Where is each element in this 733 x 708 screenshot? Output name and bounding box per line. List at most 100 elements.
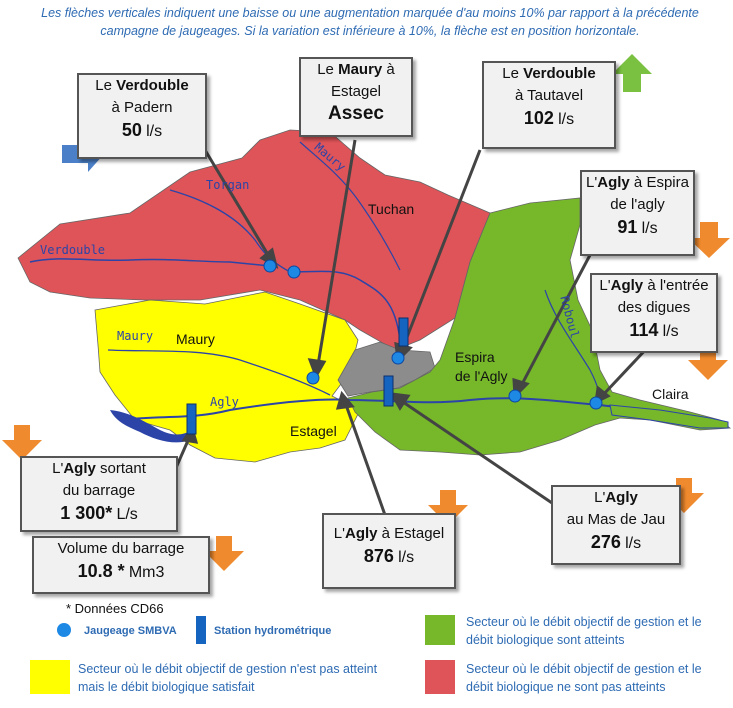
station-location: au Mas de Jau [566, 511, 666, 528]
flow-value: 876 [363, 546, 394, 566]
trend-arrow-masdejau [664, 478, 704, 513]
callout-prefix: L' [586, 174, 598, 191]
river-name: Agly [610, 277, 644, 294]
legend-station-bar [196, 616, 206, 644]
legend-swatch-yellow [30, 660, 70, 694]
flow-value: 91 [617, 217, 638, 237]
callout-middle: à l'entrée [643, 277, 709, 294]
leader-masdejau-head [389, 392, 411, 411]
trend-arrow-tautavel [612, 54, 652, 92]
trend-arrow-digues [688, 345, 728, 380]
leader-agly-estagel [343, 401, 387, 516]
station-bar-tautavel [398, 317, 409, 347]
flow-unit: l/s [558, 111, 575, 128]
jaugeage-dot-padern-2 [287, 265, 301, 279]
station-location: du barrage [62, 482, 136, 499]
place-estagel: Estagel [290, 423, 337, 439]
flow-unit: l/s [641, 220, 658, 237]
river-label-torgan: Torgan [206, 178, 250, 192]
trend-arrow-barrage [2, 425, 42, 460]
jaugeage-dot-digues [589, 396, 603, 410]
station-bar-masdejau [383, 375, 394, 407]
callout-middle: à Espira [629, 174, 689, 191]
river-maury [107, 349, 331, 396]
leader-masdejau [399, 398, 556, 507]
callout-prefix: L' [594, 489, 606, 506]
river-name: Agly [597, 174, 630, 191]
flow-unit: L/s [116, 506, 138, 523]
leader-tautavel [400, 149, 482, 351]
river-label-verdouble: Verdouble [40, 243, 106, 257]
leader-maury-estagel-head [307, 358, 327, 380]
flow-unit: l/s [625, 535, 642, 552]
jaugeage-dot-espira [508, 389, 522, 403]
callout-maury-estagel: Le Maury à Estagel Assec [299, 57, 413, 137]
station-bar-barrage [186, 403, 197, 435]
callout-agly-barrage: L'Agly sortant du barrage 1 300* L/s [20, 456, 178, 532]
river-label-agly: Agly [210, 395, 239, 409]
callout-middle: à [382, 61, 395, 78]
callout-prefix: Le [95, 77, 117, 94]
station-location: des digues [617, 299, 691, 316]
volume-unit: Mm3 [128, 564, 165, 581]
flow-value: 114 [629, 320, 659, 340]
legend-station-label: Station hydrométrique [214, 625, 332, 637]
legend-jaugeage-dot [57, 623, 71, 637]
trend-arrow-volume [204, 536, 244, 571]
callout-prefix: L' [599, 277, 611, 294]
river-name: Agly [605, 489, 638, 506]
leader-digues [600, 343, 652, 398]
river-label-maury: Maury [117, 329, 154, 343]
callout-prefix: Le [317, 61, 339, 78]
callout-agly-estagel: L'Agly à Estagel 876 l/s [322, 513, 456, 589]
flow-unit: l/s [146, 123, 163, 140]
coastal-strip [609, 404, 729, 429]
figure-caption: Les flèches verticales indiquent une bai… [41, 6, 699, 38]
callout-prefix: L' [333, 525, 345, 542]
flow-unit: l/s [398, 549, 415, 566]
callout-agly-digues: L'Agly à l'entrée des digues 114 l/s [590, 273, 718, 353]
legend-yellow-text: Secteur où le débit objectif de gestion … [78, 662, 378, 694]
river-name: Verdouble [523, 65, 596, 82]
legend-red-text: Secteur où le débit objectif de gestion … [466, 662, 702, 694]
river-name: Agly [344, 525, 378, 542]
callout-middle: sortant [95, 460, 146, 477]
callout-prefix: L' [52, 460, 64, 477]
leader-agly-estagel-head [335, 390, 355, 410]
callout-middle: à Estagel [377, 525, 445, 542]
callout-prefix: Le [502, 65, 524, 82]
river-verdouble [29, 258, 271, 267]
place-espira: Espira de l'Agly [455, 349, 508, 384]
reservoir [110, 410, 192, 443]
volume-label: Volume du barrage [57, 540, 185, 557]
station-location: à Tautavel [514, 87, 584, 104]
place-maury: Maury [176, 331, 215, 347]
callout-verdouble-padern: Le Verdouble à Padern 50 l/s [77, 73, 207, 159]
legend-swatch-red [425, 660, 455, 694]
flow-unit: l/s [662, 323, 679, 340]
place-tuchan: Tuchan [368, 201, 415, 217]
jaugeage-dot-maury [306, 371, 320, 385]
flow-value: 102 [523, 108, 554, 128]
station-location: à Padern [111, 99, 173, 116]
flow-value: 276 [590, 532, 621, 552]
river-maury-top [299, 141, 401, 271]
trend-arrow-espira [688, 222, 730, 258]
place-claira: Claira [652, 386, 689, 402]
legend-jaugeage-label: Jaugeage SMBVA [84, 625, 177, 637]
callout-agly-espira: L'Agly à Espira de l'agly 91 l/s [580, 170, 695, 256]
jaugeage-dot-padern [263, 259, 277, 273]
leader-espira [518, 254, 592, 389]
station-location: Estagel [330, 83, 382, 100]
callout-volume-barrage: Volume du barrage 10.8 * Mm3 [32, 536, 210, 594]
flow-value: 1 300* [60, 503, 113, 523]
jaugeage-dot-tautavel [391, 351, 405, 365]
flow-value: 50 [121, 120, 142, 140]
station-location: de l'agly [610, 196, 665, 213]
river-verdouble-main [289, 270, 401, 360]
volume-value: 10.8 * [77, 561, 125, 581]
leader-padern [203, 149, 272, 259]
yellow-sector [94, 291, 361, 463]
